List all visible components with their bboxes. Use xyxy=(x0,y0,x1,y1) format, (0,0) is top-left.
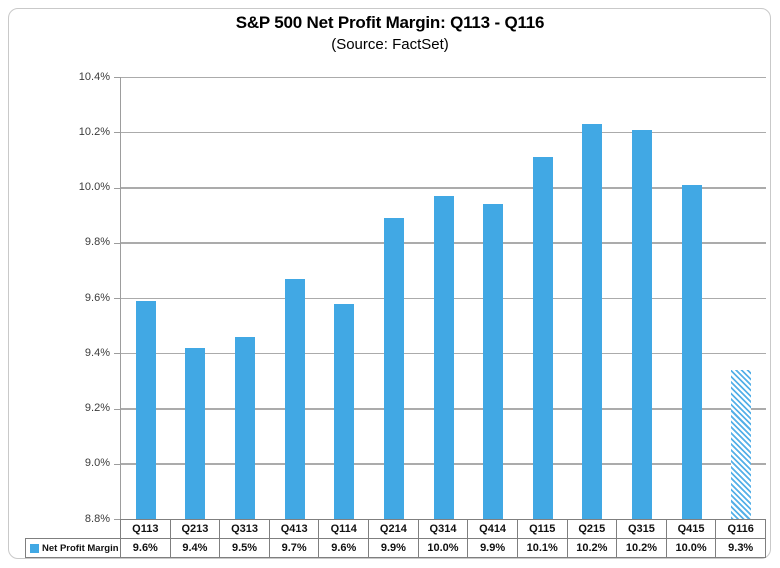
y-axis-label: 9.6% xyxy=(84,291,110,304)
bar-q213 xyxy=(185,347,206,519)
table-cell-category: Q115 xyxy=(517,520,568,539)
table-cell-category: Q314 xyxy=(418,520,469,539)
bar-q314 xyxy=(433,195,454,519)
y-axis-tick xyxy=(114,353,120,355)
table-cell-category: Q116 xyxy=(716,520,766,539)
table-cell-category: Q313 xyxy=(220,520,270,539)
bar-q415 xyxy=(681,184,702,519)
table-cell-value: 10.2% xyxy=(617,539,667,558)
bar-q116 xyxy=(731,369,752,519)
gridline xyxy=(121,187,766,189)
y-axis-tick xyxy=(114,77,120,78)
bar-q215 xyxy=(582,124,603,519)
table-cell-category: Q114 xyxy=(319,520,370,539)
bar-q214 xyxy=(383,217,404,519)
bar-q113 xyxy=(135,300,156,519)
y-axis-tick xyxy=(114,187,120,189)
legend-key: Net Profit Margin xyxy=(25,538,120,558)
table-cell-category: Q315 xyxy=(617,520,667,539)
table-cell-value: 9.9% xyxy=(468,539,518,558)
bar-q414 xyxy=(483,204,504,519)
y-axis-label: 9.4% xyxy=(84,346,110,359)
table-cell-value: 10.0% xyxy=(666,539,717,558)
table-cell-value: 10.2% xyxy=(567,539,618,558)
y-axis-label: 10.0% xyxy=(78,181,110,193)
table-cell-category: Q113 xyxy=(121,520,171,539)
table-cell-category: Q213 xyxy=(170,520,221,539)
y-axis-label: 8.8% xyxy=(84,512,110,525)
data-table: Q113 Q213 Q313 Q413 Q114 Q214 Q314 Q414 Q115 Q215… xyxy=(120,519,766,558)
table-cell-category: Q214 xyxy=(369,520,419,539)
y-axis-tick xyxy=(114,408,120,410)
table-cell-category: Q415 xyxy=(666,520,717,539)
table-cell-value: 10.1% xyxy=(517,539,568,558)
y-axis-tick xyxy=(114,242,120,244)
y-axis-label: 9.8% xyxy=(84,236,110,249)
table-cell-value: 10.0% xyxy=(418,539,469,558)
y-axis-tick xyxy=(114,298,120,299)
bar-q115 xyxy=(532,157,553,519)
y-axis-label: 9.2% xyxy=(84,402,110,414)
y-axis-label: 9.0% xyxy=(84,457,110,470)
bar-q313 xyxy=(235,336,256,519)
y-axis-tick xyxy=(114,132,120,134)
legend-label: Net Profit Margin xyxy=(42,542,119,554)
y-axis-tick xyxy=(114,463,120,465)
bar-q315 xyxy=(631,129,652,519)
chart-title: S&P 500 Net Profit Margin: Q113 - Q116 xyxy=(235,13,545,32)
table-cell-category: Q414 xyxy=(468,520,518,539)
plot-area xyxy=(120,76,766,519)
chart-subtitle: (Source: FactSet) xyxy=(331,36,449,53)
table-cell-value: 9.9% xyxy=(369,539,419,558)
gridline xyxy=(121,76,766,78)
y-axis-label: 10.4% xyxy=(78,70,110,83)
table-cell-value: 9.4% xyxy=(170,539,221,558)
table-cell-value: 9.3% xyxy=(716,539,766,558)
table-cell-value: 9.5% xyxy=(220,539,270,558)
table-cell-value: 9.7% xyxy=(269,539,320,558)
gridline xyxy=(121,131,766,134)
table-cell-value: 9.6% xyxy=(121,539,171,558)
legend-color-swatch xyxy=(30,543,39,553)
table-cell-category: Q215 xyxy=(567,520,618,539)
table-cell-value: 9.6% xyxy=(319,539,370,558)
bar-q413 xyxy=(284,278,305,519)
y-axis-tick xyxy=(114,519,120,520)
y-axis-label: 10.2% xyxy=(78,125,110,138)
table-cell-category: Q413 xyxy=(269,520,320,539)
bar-q114 xyxy=(334,303,355,519)
